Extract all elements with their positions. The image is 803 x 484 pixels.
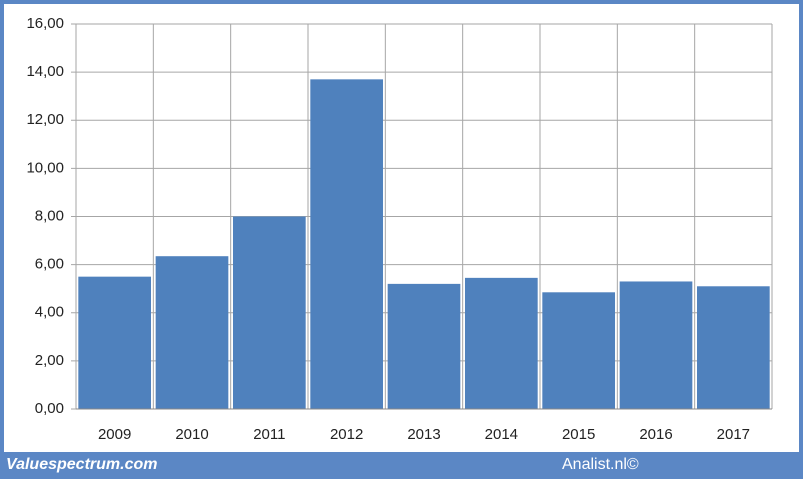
x-tick-label: 2009 [98,426,131,443]
bar [155,256,229,409]
bar [232,216,306,409]
x-tick-label: 2013 [407,426,440,443]
x-tick-label: 2012 [330,426,363,443]
y-tick-label: 2,00 [35,352,64,369]
footer-left: Valuespectrum.com [6,456,157,473]
bar [542,292,616,409]
bar [696,286,770,409]
x-tick-label: 2011 [253,426,285,443]
bar [464,277,538,409]
y-tick-label: 8,00 [35,207,64,224]
y-tick-label: 16,00 [26,15,64,32]
y-tick-label: 10,00 [26,159,64,176]
x-tick-label: 2017 [717,426,750,443]
y-tick-label: 6,00 [35,256,64,273]
footer-right: Analist.nl© [562,456,639,473]
x-tick-label: 2014 [485,426,518,443]
y-tick-label: 0,00 [35,400,64,417]
y-tick-label: 14,00 [26,63,64,80]
x-tick-label: 2015 [562,426,595,443]
y-tick-label: 4,00 [35,304,64,321]
x-tick-label: 2010 [175,426,208,443]
bar [619,281,693,409]
bar [387,283,461,409]
bar [310,79,384,409]
bar [78,276,152,409]
x-tick-label: 2016 [639,426,672,443]
y-tick-label: 12,00 [26,111,64,128]
